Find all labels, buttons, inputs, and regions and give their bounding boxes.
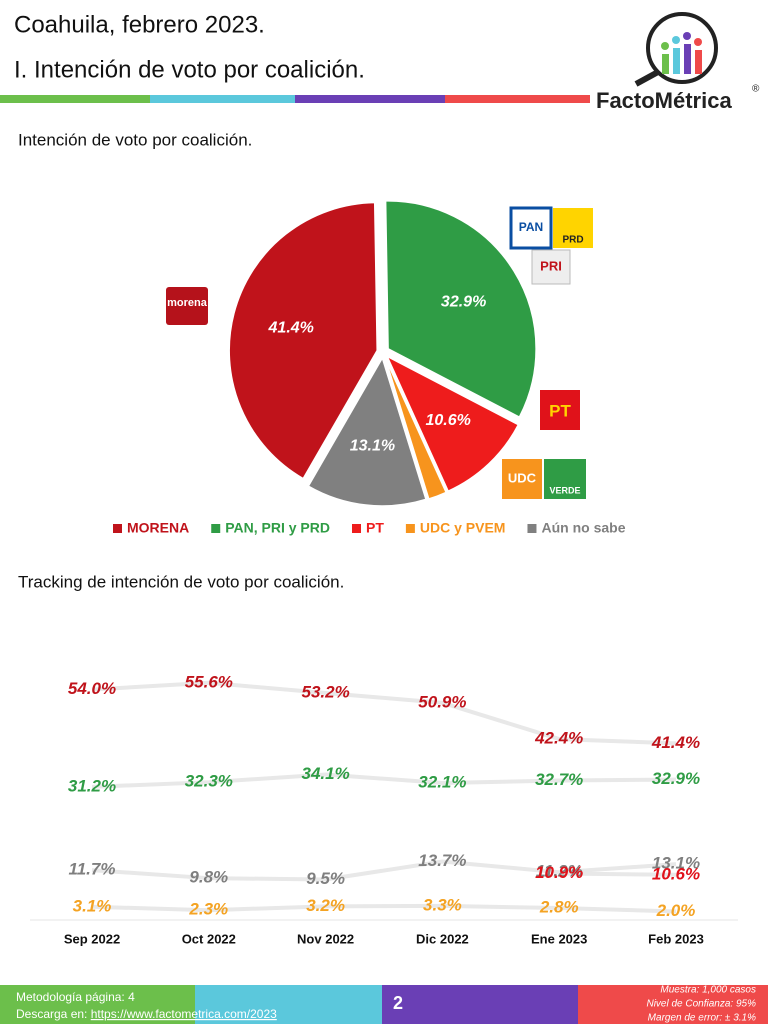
pie-slice xyxy=(385,354,520,493)
data-label: 32.9% xyxy=(652,769,700,788)
brand-name: FactoMétrica xyxy=(596,88,732,113)
legend-swatch xyxy=(211,524,221,533)
brand-logo xyxy=(634,12,718,87)
series-line xyxy=(91,859,677,882)
legend-label: MORENA xyxy=(127,520,189,536)
data-label: 13.1% xyxy=(652,854,700,873)
x-tick-label: Oct 2022 xyxy=(182,931,236,946)
x-tick-label: Sep 2022 xyxy=(64,931,120,946)
footer-block xyxy=(578,985,768,1024)
data-label: 9.5% xyxy=(306,869,345,888)
data-label: 54.0% xyxy=(68,679,116,698)
x-tick-label: Ene 2023 xyxy=(531,931,587,946)
party-logos: morena PAN PRD PRI PT UDC VERDE xyxy=(166,206,593,499)
data-label: 2.8% xyxy=(539,898,579,917)
footer-download-label: Descarga en: xyxy=(16,1007,91,1021)
legend-label: PAN, PRI y PRD xyxy=(225,520,330,536)
footer-block xyxy=(0,985,195,1024)
color-bar xyxy=(295,95,445,103)
brand-mark: ® xyxy=(752,84,760,95)
logo-text: VERDE xyxy=(549,485,580,495)
series-line xyxy=(91,772,677,789)
data-label: 34.1% xyxy=(301,764,349,783)
section-title: Intención de voto por coalición. xyxy=(18,130,252,149)
legend-label: UDC y PVEM xyxy=(420,520,506,536)
data-label: 9.8% xyxy=(189,868,228,887)
legend-swatch xyxy=(405,524,415,533)
data-label: 3.2% xyxy=(306,896,345,915)
data-label: 3.1% xyxy=(73,896,112,915)
legend-label: Aún no sabe xyxy=(541,520,625,536)
x-tick-label: Dic 2022 xyxy=(416,931,469,946)
color-bar xyxy=(445,95,590,103)
slice-label: 13.1% xyxy=(350,437,395,454)
legend-swatch xyxy=(352,524,361,533)
data-label: 55.6% xyxy=(185,672,233,691)
data-label: 32.3% xyxy=(185,772,233,791)
data-label: 31.2% xyxy=(68,776,116,795)
logo-text: PRD xyxy=(562,235,583,246)
data-label: 3.3% xyxy=(423,895,462,914)
footer-method: Metodología página: 4 xyxy=(16,990,135,1004)
footer-error: Margen de error: ± 3.1% xyxy=(648,1013,756,1024)
data-label: 50.9% xyxy=(418,692,466,711)
data-label: 32.7% xyxy=(535,770,583,789)
footer-download: Descarga en: https://www.factometrica.co… xyxy=(16,1007,277,1021)
logo-text: UDC xyxy=(508,470,537,485)
pie-slice xyxy=(228,201,378,480)
pie-slice xyxy=(384,200,537,419)
footer-block xyxy=(195,985,382,1024)
page-number: 2 xyxy=(393,993,403,1013)
pie-slice xyxy=(307,356,427,507)
data-label: 42.4% xyxy=(534,729,583,748)
data-label: 32.1% xyxy=(418,773,466,792)
data-label: 10.9% xyxy=(535,863,583,882)
slice-label: 41.4% xyxy=(268,319,314,336)
series-line xyxy=(91,903,677,914)
data-label: 53.2% xyxy=(301,682,349,701)
legend-swatch xyxy=(113,524,122,533)
footer-confidence: Nivel de Confianza: 95% xyxy=(646,999,756,1010)
data-label: 41.4% xyxy=(651,733,700,752)
data-label: 11.7% xyxy=(69,860,116,879)
series-line xyxy=(91,680,677,746)
legend-swatch xyxy=(527,524,537,533)
section-title: Tracking de intención de voto por coalic… xyxy=(18,572,344,591)
color-bar xyxy=(0,95,150,103)
logo-text: PT xyxy=(549,401,571,420)
footer-block xyxy=(382,985,578,1024)
logo-text: morena xyxy=(167,297,208,309)
pie-slice xyxy=(384,357,448,500)
footer-sample: Muestra: 1,000 casos xyxy=(660,985,756,996)
data-label: 10.6% xyxy=(652,864,700,883)
x-tick-label: Nov 2022 xyxy=(297,931,354,946)
page-subtitle: I. Intención de voto por coalición. xyxy=(14,56,365,83)
color-bar xyxy=(150,95,295,103)
page-title: Coahuila, febrero 2023. xyxy=(14,11,265,38)
series-line xyxy=(559,871,677,877)
legend-label: PT xyxy=(366,520,384,536)
x-tick-label: Feb 2023 xyxy=(648,931,704,946)
logo-text: PRI xyxy=(540,258,562,273)
slice-label: 32.9% xyxy=(441,293,486,310)
data-label: 2.0% xyxy=(656,901,696,920)
data-label: 2.3% xyxy=(188,900,228,919)
data-label: 13.7% xyxy=(418,851,466,870)
logo-text: PAN xyxy=(519,220,543,234)
data-label: 11.2% xyxy=(536,862,583,881)
footer-link[interactable]: https://www.factometrica.com/2023 xyxy=(91,1007,277,1021)
slice-label: 10.6% xyxy=(425,412,470,429)
